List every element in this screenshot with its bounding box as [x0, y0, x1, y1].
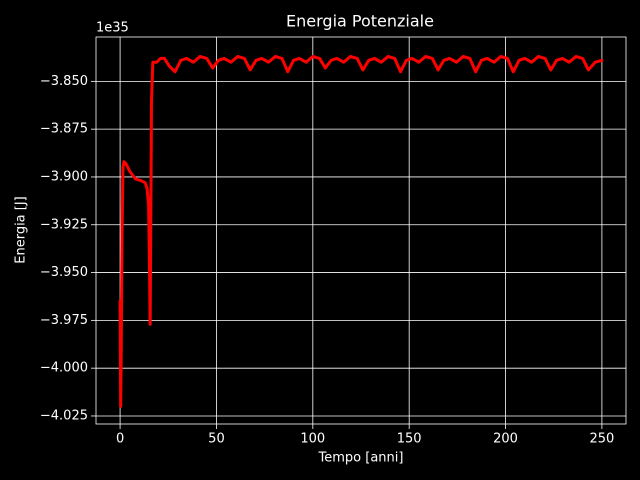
y-offset-label: 1e35: [96, 21, 129, 36]
x-tick-label: 0: [116, 432, 124, 447]
y-tick-label: −3.875: [40, 122, 88, 137]
chart-title: Energia Potenziale: [286, 12, 434, 31]
x-tick-label: 150: [397, 432, 422, 447]
axes-frame: [95, 36, 627, 425]
y-tick-label: −4.025: [40, 408, 88, 423]
y-tick-label: −3.950: [40, 265, 88, 280]
y-tick-label: −4.000: [40, 361, 88, 376]
y-tick-label: −3.850: [40, 74, 88, 89]
x-tick-label: 250: [589, 432, 614, 447]
x-tick-label: 200: [493, 432, 518, 447]
y-tick-label: −3.925: [40, 217, 88, 232]
x-axis-label: Tempo [anni]: [318, 451, 404, 466]
y-tick-label: −3.975: [40, 313, 88, 328]
y-axis-label: Energia [J]: [14, 196, 29, 264]
x-tick-label: 100: [300, 432, 325, 447]
data-line: [118, 55, 604, 408]
x-tick-label: 50: [208, 432, 225, 447]
y-tick-label: −3.900: [40, 169, 88, 184]
